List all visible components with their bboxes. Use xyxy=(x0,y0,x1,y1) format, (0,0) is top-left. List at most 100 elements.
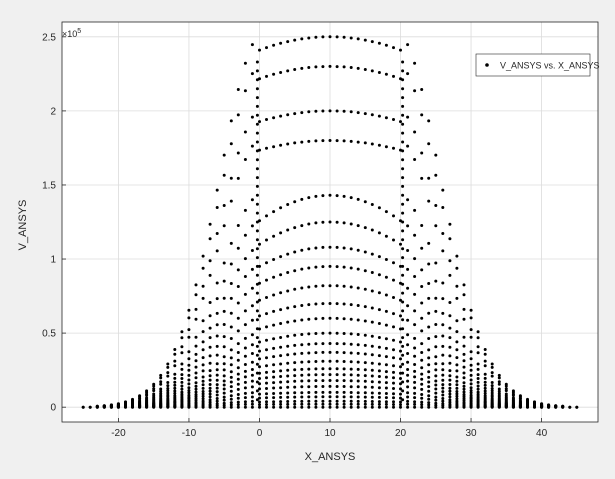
data-point xyxy=(370,353,374,357)
data-point xyxy=(399,314,402,318)
data-point xyxy=(434,224,438,228)
data-point xyxy=(406,395,410,399)
data-point xyxy=(448,386,452,390)
data-point xyxy=(335,379,339,383)
data-point xyxy=(363,402,367,406)
data-point xyxy=(286,40,290,44)
data-point xyxy=(194,359,198,363)
data-point xyxy=(187,389,191,392)
data-point xyxy=(314,385,318,388)
data-point xyxy=(258,340,261,344)
data-point xyxy=(255,149,259,153)
data-point xyxy=(265,325,268,329)
data-point xyxy=(401,229,405,233)
data-point xyxy=(384,400,388,404)
data-point xyxy=(370,391,374,395)
data-point xyxy=(265,356,268,360)
data-point xyxy=(173,359,177,363)
data-point xyxy=(243,354,247,358)
data-point xyxy=(279,400,283,404)
data-point xyxy=(286,361,290,365)
data-point xyxy=(159,376,163,380)
data-point xyxy=(328,220,332,224)
data-point xyxy=(250,286,254,290)
data-point xyxy=(392,387,395,390)
data-point xyxy=(201,394,205,398)
data-point xyxy=(159,405,163,409)
data-point xyxy=(215,405,219,409)
data-point xyxy=(370,385,374,389)
data-point xyxy=(399,392,402,396)
data-point xyxy=(321,367,325,371)
data-point xyxy=(229,119,233,123)
data-point xyxy=(286,289,290,293)
data-point xyxy=(180,380,184,384)
data-point xyxy=(469,368,473,372)
data-point xyxy=(392,325,395,329)
data-point xyxy=(401,344,405,348)
data-point xyxy=(392,338,395,342)
data-point xyxy=(272,346,276,350)
data-point xyxy=(328,109,332,113)
data-point xyxy=(356,304,360,307)
data-point xyxy=(384,258,388,261)
data-point xyxy=(314,265,318,269)
data-point xyxy=(279,308,283,312)
data-point xyxy=(293,385,297,389)
data-point xyxy=(377,375,381,378)
data-point xyxy=(401,264,405,268)
data-point xyxy=(406,115,410,119)
data-point xyxy=(272,210,276,214)
data-point xyxy=(427,311,431,315)
data-point xyxy=(413,354,417,358)
data-point xyxy=(427,370,431,374)
data-point xyxy=(401,389,405,393)
data-point xyxy=(384,72,388,76)
data-point xyxy=(229,348,233,352)
data-point xyxy=(222,323,226,326)
data-point xyxy=(420,113,424,117)
data-point xyxy=(406,249,410,252)
data-point xyxy=(335,220,339,224)
data-point xyxy=(187,357,191,361)
data-point xyxy=(300,373,304,377)
data-point xyxy=(208,361,212,365)
data-point xyxy=(384,234,388,238)
data-point xyxy=(307,317,311,321)
data-point xyxy=(427,199,431,203)
data-point xyxy=(215,206,219,209)
data-point xyxy=(401,184,405,188)
data-point xyxy=(490,387,494,390)
y-tick-label: 2 xyxy=(50,106,56,117)
data-point xyxy=(265,214,268,218)
data-point xyxy=(307,247,311,251)
data-point xyxy=(279,395,283,399)
data-point xyxy=(413,275,417,278)
data-point xyxy=(243,275,247,278)
data-point xyxy=(420,301,424,305)
data-point xyxy=(236,246,240,250)
data-point xyxy=(399,242,402,246)
data-point xyxy=(300,405,304,409)
data-point xyxy=(194,283,198,287)
data-point xyxy=(255,87,259,91)
data-point xyxy=(384,145,388,149)
data-point xyxy=(392,46,395,50)
data-point xyxy=(392,403,395,406)
data-point xyxy=(307,402,311,406)
data-point xyxy=(328,245,332,249)
data-point xyxy=(392,214,395,218)
data-point xyxy=(236,405,240,409)
data-point xyxy=(187,391,191,395)
data-point xyxy=(399,405,402,409)
data-point xyxy=(321,139,325,143)
data-point xyxy=(293,287,297,291)
data-point xyxy=(180,351,184,355)
data-point xyxy=(293,391,297,395)
data-point xyxy=(194,390,198,394)
data-point xyxy=(194,371,198,375)
data-point xyxy=(356,267,360,271)
data-point xyxy=(490,405,494,409)
data-point xyxy=(370,271,374,274)
data-point xyxy=(392,381,395,385)
